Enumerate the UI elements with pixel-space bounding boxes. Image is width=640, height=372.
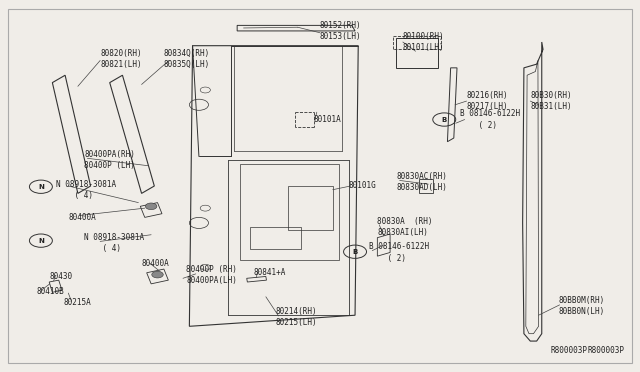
Text: 80834Q(RH)
80835Q(LH): 80834Q(RH) 80835Q(LH)	[164, 49, 210, 69]
Text: 80430: 80430	[49, 272, 72, 281]
Text: 80BB0M(RH)
80BB0N(LH): 80BB0M(RH) 80BB0N(LH)	[559, 296, 605, 316]
Text: 80830A  (RH)
80830AI(LH): 80830A (RH) 80830AI(LH)	[378, 217, 433, 237]
Text: 80B30(RH)
80B31(LH): 80B30(RH) 80B31(LH)	[531, 91, 572, 111]
Text: 80215A: 80215A	[64, 298, 92, 307]
Text: R800003P: R800003P	[588, 346, 625, 355]
Text: N 08918-3081A
    ( 4): N 08918-3081A ( 4)	[84, 233, 145, 253]
Text: N: N	[38, 238, 44, 244]
Text: 80820(RH)
80821(LH): 80820(RH) 80821(LH)	[100, 49, 142, 69]
Text: 80841+A: 80841+A	[253, 268, 285, 277]
Text: 80400A: 80400A	[141, 259, 170, 268]
Text: B: B	[353, 249, 358, 255]
Text: 80830AC(RH)
80830AD(LH): 80830AC(RH) 80830AD(LH)	[396, 172, 447, 192]
Text: 80100(RH)
80101(LH): 80100(RH) 80101(LH)	[403, 32, 444, 52]
Text: N 08918-3081A
    ( 4): N 08918-3081A ( 4)	[56, 180, 116, 200]
Text: 80101A: 80101A	[314, 115, 341, 124]
Text: B: B	[442, 116, 447, 122]
Text: 80101G: 80101G	[349, 182, 376, 190]
Text: R800003P: R800003P	[550, 346, 588, 355]
Circle shape	[145, 203, 157, 210]
Text: 80216(RH)
80217(LH): 80216(RH) 80217(LH)	[467, 91, 508, 111]
Circle shape	[152, 271, 163, 278]
Text: B 08146-6122H
    ( 2): B 08146-6122H ( 2)	[460, 109, 520, 129]
Text: 80400A: 80400A	[68, 213, 96, 222]
Text: N: N	[38, 184, 44, 190]
Text: 80152(RH)
80153(LH): 80152(RH) 80153(LH)	[320, 21, 362, 41]
Text: 80400PA(RH)
80400P (LH): 80400PA(RH) 80400P (LH)	[84, 150, 135, 170]
Text: 80410B: 80410B	[36, 287, 64, 296]
Text: B 08146-6122H
    ( 2): B 08146-6122H ( 2)	[369, 243, 429, 263]
Text: 80214(RH)
80215(LH): 80214(RH) 80215(LH)	[275, 307, 317, 327]
FancyBboxPatch shape	[8, 9, 632, 363]
Text: 80400P (RH)
80400PA(LH): 80400P (RH) 80400PA(LH)	[186, 264, 237, 285]
